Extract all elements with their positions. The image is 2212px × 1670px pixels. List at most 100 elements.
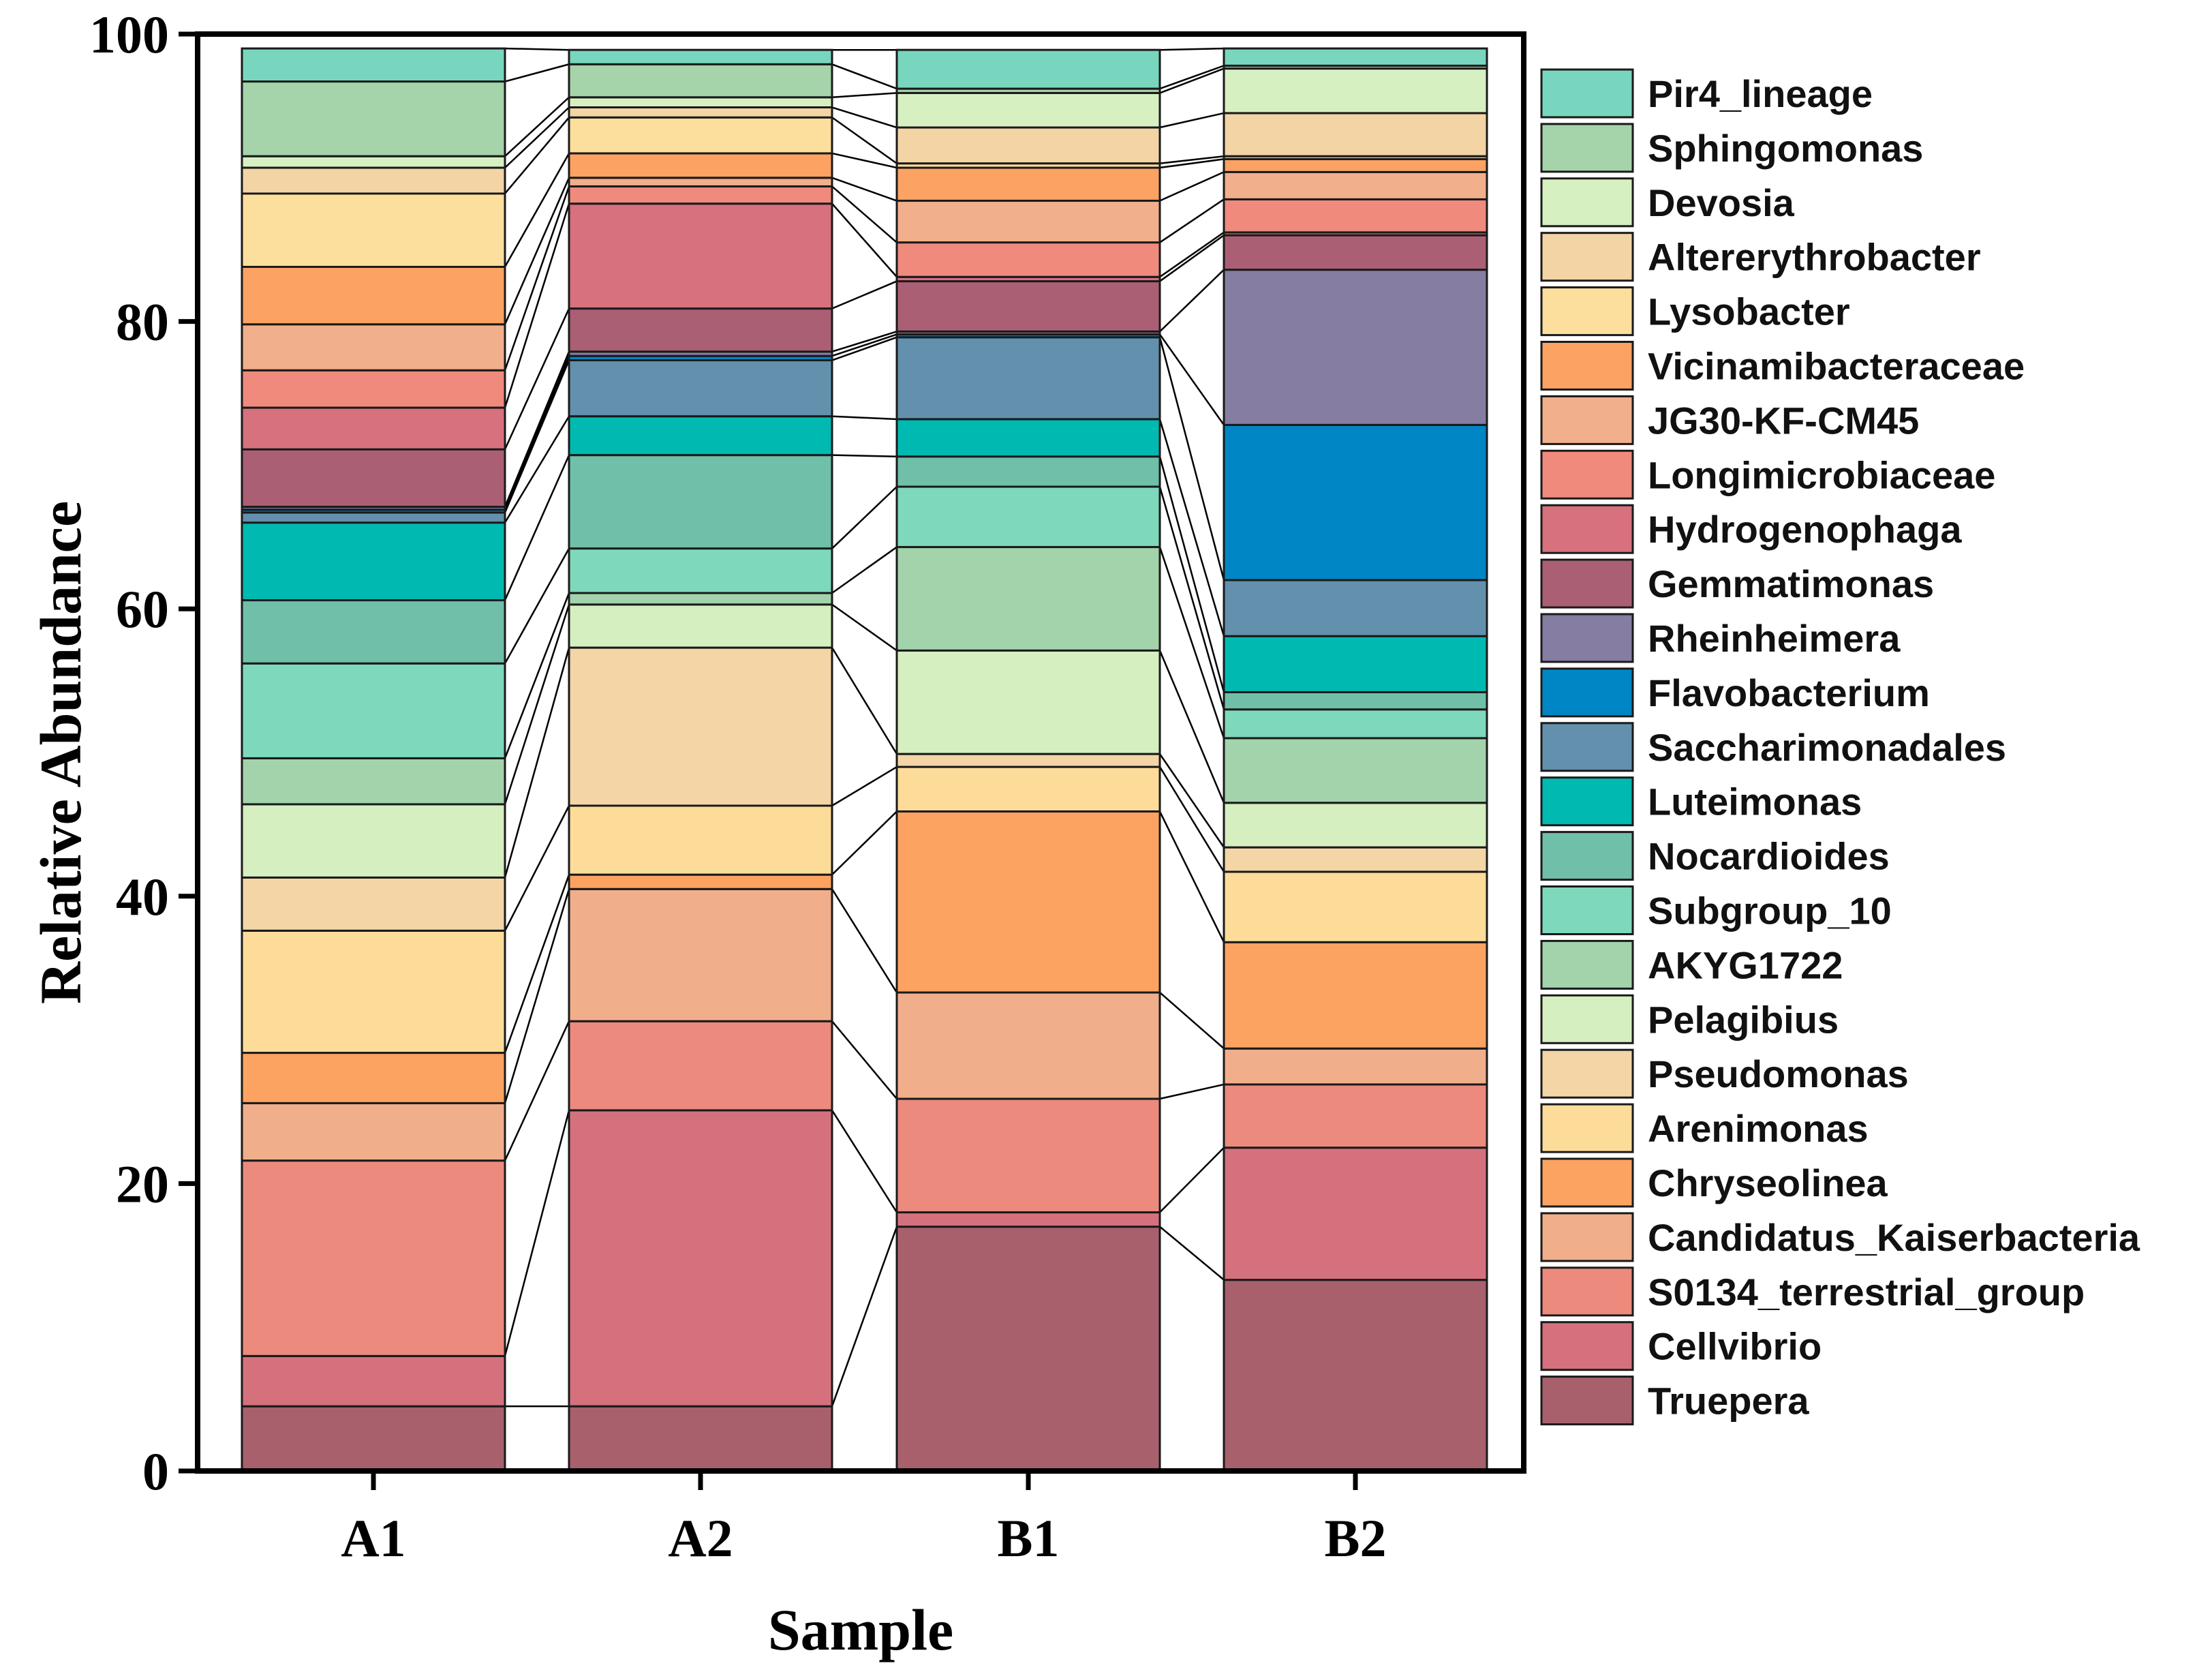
legend-swatch-Lysobacter	[1540, 286, 1634, 337]
bar-Truepera-A1	[241, 1405, 506, 1472]
bar-Truepera-B2	[1223, 1279, 1488, 1472]
bar-Arenimonas-B2	[1223, 870, 1488, 943]
connector-Sphingomonas-2	[831, 63, 897, 90]
legend-label-Rheinheimera: Rheinheimera	[1648, 617, 1901, 660]
connector-Pelagibius-1	[504, 604, 570, 805]
bar-Cellvibrio-A2	[568, 1109, 833, 1408]
bar-Longimicrobiaceae-B1	[895, 241, 1161, 278]
connector-Arenimonas-2	[831, 766, 897, 807]
bar-Devosia-A1	[241, 155, 506, 169]
connector-Luteimonas-3	[1158, 419, 1225, 637]
bar-Vicinamibacteraceae-A1	[241, 265, 506, 326]
connector-Chryseolinea-1	[504, 874, 570, 1053]
bar-Arenimonas-A2	[568, 804, 833, 876]
legend-label-Sphingomonas: Sphingomonas	[1648, 127, 1923, 170]
bar-S0134_terrestrial_group-B1	[895, 1097, 1161, 1214]
bar-Truepera-A2	[568, 1405, 833, 1472]
bar-Luteimonas-A1	[241, 521, 506, 602]
connector-Gemmatimonas-2	[831, 280, 897, 309]
legend-label-Saccharimonadales: Saccharimonadales	[1648, 726, 2006, 769]
connector-Pseudomonas-3	[1158, 753, 1225, 848]
connector-Flavobacterium-3	[1158, 333, 1225, 426]
x-tick-label-A2: A2	[668, 1508, 733, 1568]
legend-swatch-Vicinamibacteraceae	[1540, 341, 1634, 391]
bar-Subgroup_10-A1	[241, 662, 506, 759]
connector-Candidatus_Kaiserbacteria-1	[504, 888, 570, 1104]
connector-Altererythrobacter-1	[504, 106, 570, 168]
legend-swatch-Flavobacterium	[1540, 667, 1634, 718]
x-axis: A1 A2 B1 B2	[341, 1471, 1387, 1568]
bar-Cellvibrio-B2	[1223, 1147, 1488, 1281]
connector-Pir4_lineage-3	[1159, 47, 1225, 51]
legend-swatch-Chryseolinea	[1540, 1157, 1634, 1208]
bar-Longimicrobiaceae-A2	[568, 185, 833, 205]
bar-Luteimonas-A2	[568, 415, 833, 457]
connector-S0134_terrestrial_group-1	[504, 1020, 570, 1162]
connector-Chryseolinea-3	[1158, 810, 1225, 943]
legend-label-Pelagibius: Pelagibius	[1648, 998, 1839, 1041]
connector-Lysobacter-1	[504, 117, 570, 194]
x-tick-label-A1: A1	[341, 1508, 405, 1568]
bar-Gemmatimonas-A2	[568, 307, 833, 353]
bar-Chryseolinea-B1	[895, 810, 1161, 994]
connector-Subgroup_10-2	[831, 486, 897, 549]
connector-Pseudomonas-2	[831, 647, 898, 755]
connector-Altererythrobacter-3	[1159, 112, 1225, 129]
connector-Flavobacterium-2	[831, 333, 897, 357]
bar-Sphingomonas-A1	[241, 80, 506, 157]
bar-Pir4_lineage-B2	[1223, 47, 1488, 67]
x-tick-label-B2: B2	[1324, 1508, 1386, 1568]
bar-Vicinamibacteraceae-B1	[895, 166, 1161, 202]
connector-Arenimonas-3	[1158, 766, 1225, 872]
legend-swatch-Candidatus_Kaiserbacteria	[1540, 1212, 1634, 1262]
legend-label-Chryseolinea: Chryseolinea	[1648, 1162, 1888, 1204]
connector-Longimicrobiaceae-2	[831, 185, 897, 243]
bar-Cellvibrio-B1	[895, 1211, 1161, 1228]
legend-label-Altererythrobacter: Altererythrobacter	[1648, 236, 1981, 279]
connector-Devosia-1	[504, 96, 570, 157]
bar-Chryseolinea-A2	[568, 873, 833, 890]
connector-Sphingomonas-1	[504, 63, 570, 82]
bar-Gemmatimonas-A1	[241, 448, 506, 508]
bar-Saccharimonadales-B1	[895, 336, 1161, 421]
plot-frame	[195, 31, 1526, 1474]
legend-swatch-S0134_terrestrial_group	[1540, 1266, 1634, 1317]
bar-Altererythrobacter-B2	[1223, 112, 1488, 157]
legend-swatch-Rheinheimera	[1540, 613, 1634, 663]
bar-Chryseolinea-A1	[241, 1052, 506, 1104]
bar-Longimicrobiaceae-B2	[1223, 198, 1488, 234]
connector-Rheinheimera-1	[504, 351, 570, 508]
connector-Devosia-3	[1159, 67, 1225, 94]
legend-swatch-Truepera	[1540, 1376, 1634, 1426]
connector-Hydrogenophaga-3	[1159, 231, 1225, 278]
bar-Chryseolinea-B2	[1223, 941, 1488, 1050]
connector-Cellvibrio-2	[831, 1110, 898, 1213]
bar-Truepera-B1	[895, 1226, 1161, 1472]
bar-Arenimonas-A1	[241, 929, 506, 1054]
legend-label-Devosia: Devosia	[1648, 181, 1795, 224]
legend-label-Cellvibrio: Cellvibrio	[1648, 1325, 1822, 1368]
legend-label-Subgroup_10: Subgroup_10	[1648, 890, 1892, 932]
bar-Nocardioides-A2	[568, 454, 833, 550]
bar-Pseudomonas-B2	[1223, 846, 1488, 873]
bar-Pir4_lineage-B1	[895, 48, 1161, 90]
bar-S0134_terrestrial_group-B2	[1223, 1083, 1488, 1149]
bar-Luteimonas-B2	[1223, 635, 1488, 693]
bar-Hydrogenophaga-A2	[568, 202, 833, 310]
legend-swatch-Altererythrobacter	[1540, 232, 1634, 282]
bar-Pelagibius-A1	[241, 803, 506, 879]
legend-swatch-Pseudomonas	[1540, 1048, 1634, 1099]
connector-Pseudomonas-1	[504, 647, 570, 878]
y-axis: 0 20 40 60 80 100	[89, 5, 198, 1501]
bar-Nocardioides-B2	[1223, 690, 1488, 711]
bar-Subgroup_10-A2	[568, 547, 833, 594]
connector-Luteimonas-2	[831, 415, 897, 421]
connector-Cellvibrio-1	[504, 1110, 570, 1356]
legend-swatch-Hydrogenophaga	[1540, 504, 1634, 554]
bar-Candidatus_Kaiserbacteria-B1	[895, 991, 1161, 1100]
bar-Gemmatimonas-B1	[895, 280, 1161, 333]
connector-Pelagibius-2	[831, 603, 897, 652]
bar-Altererythrobacter-B1	[895, 126, 1161, 165]
bar-Pir4_lineage-A2	[568, 48, 833, 65]
